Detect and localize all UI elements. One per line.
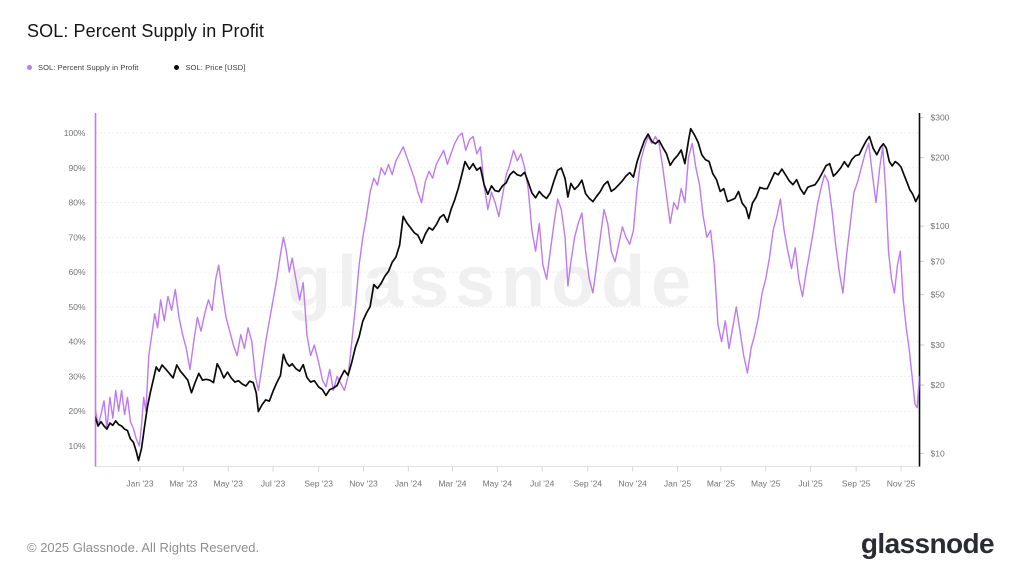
- chart-plot-area[interactable]: [96, 113, 920, 467]
- legend: SOL: Percent Supply in Profit SOL: Price…: [27, 63, 245, 72]
- legend-label-percent: SOL: Percent Supply in Profit: [38, 63, 139, 72]
- x-tick-label: Mar '24: [438, 479, 466, 489]
- left-axis-tick-label: 50%: [68, 302, 85, 312]
- left-axis-tick-label: 60%: [68, 267, 85, 277]
- right-axis-tick-label: $20: [931, 380, 945, 390]
- x-tick-label: Jan '25: [664, 479, 691, 489]
- left-axis-tick-label: 30%: [68, 371, 85, 381]
- series-line-price-usd: [95, 127, 920, 462]
- x-tick-label: Jul '23: [261, 479, 286, 489]
- x-tick-label: Jul '24: [530, 479, 555, 489]
- x-tick-label: Nov '24: [618, 479, 647, 489]
- glassnode-logo: glassnode: [860, 528, 995, 559]
- copyright-text: © 2025 Glassnode. All Rights Reserved.: [27, 540, 260, 555]
- left-axis-tick-label: 40%: [68, 337, 85, 347]
- legend-item-price-usd[interactable]: SOL: Price [USD]: [174, 63, 245, 72]
- x-tick-label: Jan '24: [395, 479, 422, 489]
- right-axis-tick-label: $100: [931, 221, 950, 231]
- right-axis-tick-label: $300: [931, 113, 950, 123]
- right-axis-tick-label: $10: [931, 448, 945, 458]
- right-axis-tick-label: $200: [931, 153, 950, 163]
- right-axis-tick-label: $30: [931, 340, 945, 350]
- right-axis-tick-label: $50: [931, 290, 945, 300]
- x-tick-label: Mar '23: [169, 479, 197, 489]
- x-tick-label: May '23: [213, 479, 243, 489]
- x-tick-label: Nov '25: [887, 479, 916, 489]
- x-tick-label: Sep '25: [842, 479, 871, 489]
- x-tick-label: May '25: [751, 479, 781, 489]
- x-tick-label: May '24: [483, 479, 513, 489]
- left-axis-tick-label: 80%: [68, 198, 85, 208]
- page-title: SOL: Percent Supply in Profit: [27, 21, 265, 41]
- legend-label-price: SOL: Price [USD]: [185, 63, 246, 72]
- x-tick-label: Sep '24: [574, 479, 603, 489]
- x-tick-label: Mar '25: [707, 479, 735, 489]
- right-axis-tick-label: $70: [931, 256, 945, 266]
- x-tick-label: Nov '23: [349, 479, 378, 489]
- x-tick-label: Jul '25: [798, 479, 823, 489]
- x-tick-label: Jan '23: [126, 479, 153, 489]
- left-axis-tick-label: 90%: [68, 163, 85, 173]
- legend-dot-icon-percent: [27, 65, 32, 70]
- glassnode-watermark: glassnode: [287, 241, 697, 323]
- legend-item-percent-supply-in-profit[interactable]: SOL: Percent Supply in Profit: [27, 63, 138, 72]
- left-axis-tick-label: 20%: [68, 406, 85, 416]
- series-line-percent-supply-in-profit: [95, 132, 920, 447]
- left-axis-tick-label: 100%: [64, 128, 86, 138]
- x-tick-label: Sep '23: [304, 479, 333, 489]
- left-axis-tick-label: 70%: [68, 232, 85, 242]
- left-axis-tick-label: 10%: [68, 441, 85, 451]
- legend-dot-icon-price: [174, 65, 180, 70]
